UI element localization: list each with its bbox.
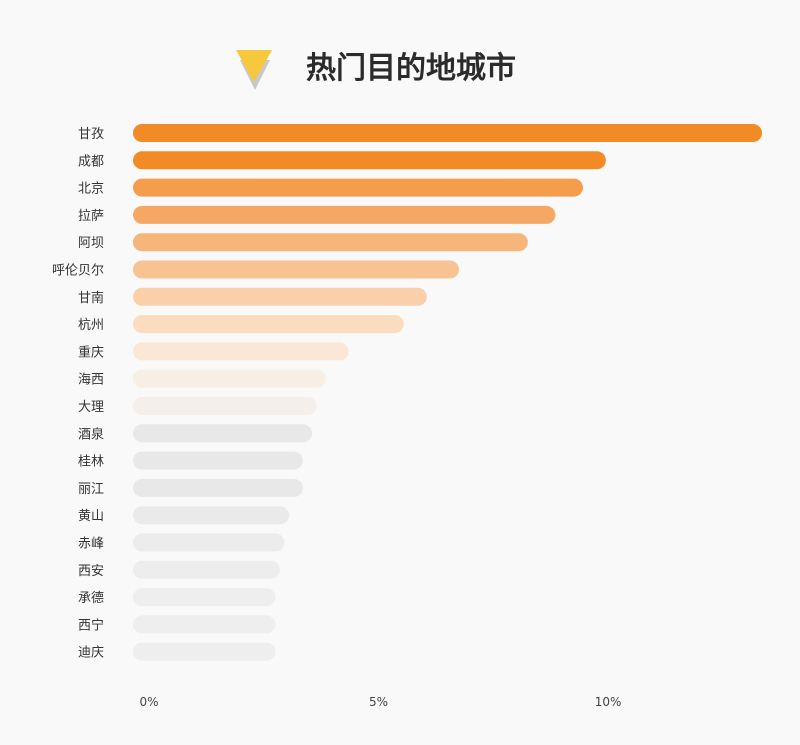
bar — [133, 615, 276, 634]
category-label: 杭州 — [78, 318, 104, 333]
bar — [133, 397, 317, 415]
category-label: 丽江 — [78, 482, 104, 497]
bar — [133, 533, 285, 552]
category-label: 甘孜 — [78, 127, 104, 142]
bar — [133, 342, 349, 361]
x-axis-ticks: 0% 5% 10% — [139, 695, 621, 709]
bar — [133, 205, 556, 224]
category-label: 海西 — [78, 373, 104, 388]
category-label: 桂林 — [78, 455, 104, 470]
x-tick-label: 0% — [139, 695, 158, 709]
bar — [133, 560, 280, 579]
bar — [133, 588, 276, 607]
category-label: 赤峰 — [78, 537, 104, 552]
bar — [133, 124, 762, 142]
category-label: 酒泉 — [78, 426, 104, 442]
bar — [133, 478, 303, 497]
category-label: 迪庆 — [78, 646, 104, 661]
bar — [133, 642, 276, 661]
bar — [133, 287, 427, 306]
x-tick-label: 10% — [595, 695, 622, 709]
category-labels: 甘孜成都北京拉萨阿坝呼伦贝尔甘南杭州重庆海西大理酒泉桂林丽江黄山赤峰西安承德西宁… — [52, 127, 104, 661]
category-label: 西宁 — [78, 617, 104, 633]
category-label: 成都 — [78, 154, 104, 169]
category-label: 大理 — [78, 400, 104, 415]
bar — [133, 369, 326, 388]
category-label: 阿坝 — [78, 236, 104, 251]
title-icon — [236, 50, 272, 90]
x-tick-label: 5% — [369, 695, 388, 709]
bar — [133, 424, 313, 443]
bar — [133, 233, 528, 252]
category-label: 重庆 — [78, 344, 104, 360]
bar — [133, 260, 459, 279]
category-label: 北京 — [78, 182, 104, 197]
bar — [133, 451, 303, 470]
title-icon-triangle — [236, 50, 272, 82]
category-label: 甘南 — [78, 290, 104, 306]
category-label: 西安 — [78, 564, 104, 579]
chart-title: 热门目的地城市 — [306, 51, 516, 86]
category-label: 承德 — [78, 591, 104, 606]
category-label: 呼伦贝尔 — [52, 264, 104, 279]
bar — [133, 151, 606, 170]
category-label: 黄山 — [78, 509, 104, 524]
bar — [133, 506, 290, 525]
bar — [133, 315, 404, 334]
bars — [133, 124, 762, 661]
category-label: 拉萨 — [78, 209, 104, 224]
bar — [133, 178, 583, 197]
